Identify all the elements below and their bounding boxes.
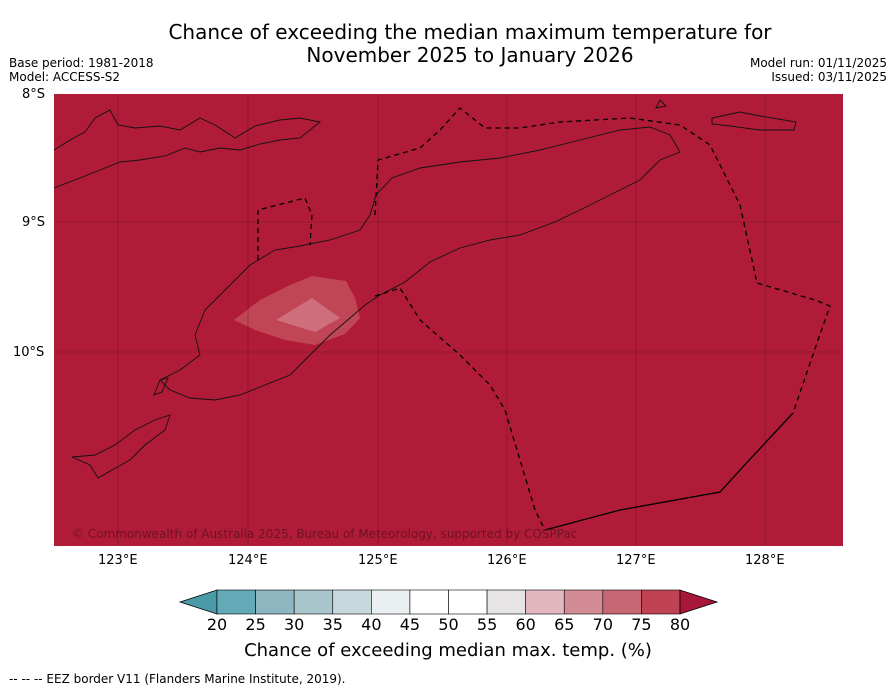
colorbar-bin xyxy=(602,589,642,615)
colorbar-tick-label: 20 xyxy=(206,615,228,634)
lon-label-128e: 128°E xyxy=(745,553,785,568)
coastlines xyxy=(53,99,797,479)
colorbar-tick-label: 65 xyxy=(554,615,575,634)
base-period-label: Base period: 1981-2018 xyxy=(9,56,154,70)
lon-label-124e: 124°E xyxy=(228,553,268,568)
eez-footnote: -- -- -- EEZ border V11 (Flanders Marine… xyxy=(9,672,346,686)
probability-patch-65 xyxy=(276,298,340,332)
colorbar-bin xyxy=(371,589,411,615)
probability-field xyxy=(54,94,843,546)
colorbar-tick-label: 45 xyxy=(399,615,421,634)
lat-label-8s: 8°S xyxy=(22,87,46,102)
colorbar-bin xyxy=(641,589,681,615)
colorbar-bin xyxy=(332,589,372,615)
copyright-notice: © Commonwealth of Australia 2025, Bureau… xyxy=(72,527,578,541)
lon-label-126e: 126°E xyxy=(487,553,527,568)
lat-label-9s: 9°S xyxy=(22,215,46,230)
colorbar-bin xyxy=(293,589,334,615)
lon-label-125e: 125°E xyxy=(358,553,398,568)
colorbar-bin xyxy=(563,589,604,615)
colorbar-bin xyxy=(486,589,526,615)
colorbar-bin xyxy=(216,589,256,615)
model-label: Model: ACCESS-S2 xyxy=(9,70,121,84)
graticule xyxy=(54,94,843,546)
colorbar-tick-label: 55 xyxy=(476,615,498,634)
issued-label: Issued: 03/11/2025 xyxy=(771,70,887,84)
colorbar-tick-label: 35 xyxy=(322,615,343,634)
colorbar-tick-label: 25 xyxy=(245,615,266,634)
colorbar-tick-label: 50 xyxy=(438,615,459,634)
colorbar-over-arrow xyxy=(679,589,719,615)
eez-border-solid xyxy=(544,412,794,531)
colorbar-bin xyxy=(409,589,449,615)
lat-label-10s: 10°S xyxy=(13,345,45,360)
colorbar-tick-label: 70 xyxy=(592,615,614,634)
colorbar-tick-label: 40 xyxy=(361,615,382,634)
colorbar-tick-label: 60 xyxy=(515,615,536,634)
lon-label-123e: 123°E xyxy=(98,553,138,568)
colorbar-label: Chance of exceeding median max. temp. (%… xyxy=(244,640,652,661)
colorbar-bin xyxy=(255,589,295,615)
colorbar-bin xyxy=(525,589,565,615)
colorbar-under-arrow xyxy=(178,589,218,615)
colorbar xyxy=(178,589,719,615)
colorbar-tick-label: 80 xyxy=(669,615,691,634)
map-title-line-1: Chance of exceeding the median maximum t… xyxy=(168,20,772,44)
lon-label-127e: 127°E xyxy=(616,553,656,568)
colorbar-tick-label: 75 xyxy=(631,615,652,634)
colorbar-bin xyxy=(448,589,488,615)
colorbar-tick-label: 30 xyxy=(283,615,305,634)
model-run-label: Model run: 01/11/2025 xyxy=(749,56,887,70)
map-title-line-2: November 2025 to January 2026 xyxy=(306,43,634,67)
eez-border xyxy=(257,107,831,531)
